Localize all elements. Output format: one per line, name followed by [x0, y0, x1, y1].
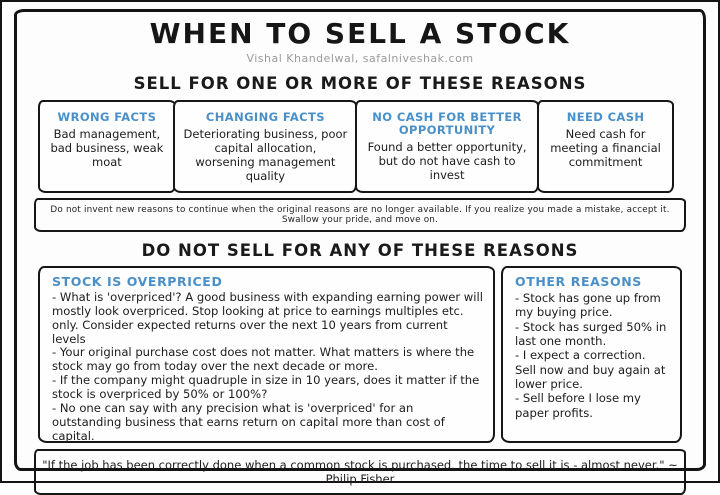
bullet-item: - Your original purchase cost does not m…	[52, 345, 475, 374]
reason-title: NEED CASH	[566, 109, 645, 124]
reason-body: Deteriorating business, poor capital all…	[183, 127, 348, 184]
sell-section-heading: SELL FOR ONE OR MORE OF THESE REASONS	[133, 73, 587, 93]
reason-body: Found a better opportunity, but do not h…	[367, 140, 527, 183]
reason-box-need-cash: NEED CASH Need cash for meeting a financ…	[536, 99, 675, 193]
dont-sell-row: STOCK IS OVERPRICED - What is 'overprice…	[38, 265, 682, 443]
overpriced-title: STOCK IS OVERPRICED	[52, 273, 223, 289]
reason-box-changing-facts: CHANGING FACTS Deteriorating business, p…	[173, 99, 358, 193]
reason-box-wrong-facts: WRONG FACTS Bad management, bad business…	[38, 99, 176, 193]
dont-sell-section-heading: DO NOT SELL FOR ANY OF THESE REASONS	[141, 240, 579, 260]
page-title: WHEN TO SELL A STOCK	[149, 17, 571, 50]
overpriced-box: STOCK IS OVERPRICED - What is 'overprice…	[38, 265, 495, 443]
reason-title: CHANGING FACTS	[205, 109, 325, 124]
bullet-item: - Sell before I lose my paper profits.	[515, 391, 641, 420]
bullet-item: - Stock has gone up from my buying price…	[515, 290, 661, 320]
author-credit: Vishal Khandelwal, safalniveshak.com	[246, 51, 474, 65]
bullet-item: - If the company might quadruple in size…	[52, 373, 480, 402]
sell-reasons-row: WRONG FACTS Bad management, bad business…	[38, 99, 682, 193]
sell-note: Do not invent new reasons to continue wh…	[34, 197, 686, 232]
other-reasons-box: OTHER REASONS - Stock has gone up from m…	[501, 265, 682, 443]
philip-fisher-quote: "If the job has been correctly done when…	[34, 448, 686, 495]
reason-title: NO CASH FOR BETTER OPPORTUNITY	[372, 109, 522, 138]
reason-box-no-cash: NO CASH FOR BETTER OPPORTUNITY Found a b…	[354, 99, 540, 193]
main-frame: WHEN TO SELL A STOCK Vishal Khandelwal, …	[14, 9, 706, 495]
bullet-item: - What is 'overpriced'? A good business …	[52, 289, 483, 346]
reason-body: Need cash for meeting a financial commit…	[550, 127, 661, 170]
bullet-item: - Stock has surged 50% in last one month…	[515, 319, 667, 348]
bullet-item: - I expect a correction. Sell now and bu…	[515, 348, 666, 392]
reason-title: WRONG FACTS	[57, 109, 157, 124]
other-reasons-title: OTHER REASONS	[515, 273, 642, 289]
bullet-item: - No one can say with any precision what…	[52, 401, 445, 443]
reason-body: Bad management, bad business, weak moat	[50, 127, 164, 170]
